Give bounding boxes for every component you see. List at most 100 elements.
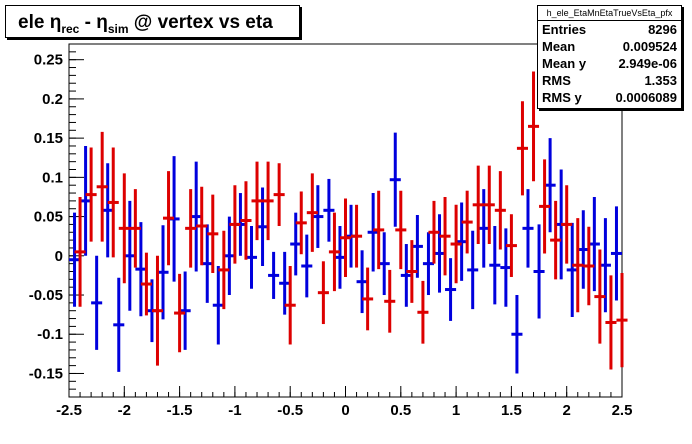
blue-data-point [312, 185, 324, 248]
x-tick-label: 1.5 [501, 402, 522, 419]
stats-label: Entries [542, 22, 587, 37]
title-mid: - η [79, 12, 108, 33]
y-tick-label: 0.15 [34, 130, 63, 147]
blue-data-point [566, 222, 578, 317]
stats-row-entries: Entries 8296 [538, 21, 681, 38]
red-data-point [107, 147, 119, 258]
blue-data-point [456, 202, 468, 281]
blue-data-point [323, 178, 335, 242]
blue-data-point [356, 250, 368, 314]
y-tick-label: 0.25 [34, 52, 63, 69]
red-data-point [417, 280, 429, 344]
red-data-point [550, 200, 562, 280]
x-tick-label: -1.5 [167, 402, 193, 419]
red-data-point [616, 273, 628, 368]
stats-label: Mean [542, 39, 576, 54]
x-tick-label: 0.5 [390, 402, 411, 419]
x-tick-label: 2 [563, 402, 571, 419]
x-tick-label: 2.5 [612, 402, 633, 419]
blue-data-point [588, 196, 600, 292]
red-data-point [163, 171, 175, 266]
blue-data-point [245, 225, 258, 289]
blue-data-point [610, 206, 622, 301]
red-data-point [306, 173, 318, 252]
blue-data-point [212, 265, 224, 345]
blue-data-point [69, 212, 81, 307]
x-tick-label: 1 [452, 402, 460, 419]
y-tick-label: -0.05 [29, 287, 63, 304]
red-data-point [439, 196, 451, 276]
blue-data-point [223, 216, 235, 296]
stats-value: 2.949e-06 [618, 56, 677, 71]
blue-data-point [522, 189, 534, 268]
blue-data-point [179, 271, 191, 350]
blue-data-point [124, 200, 136, 311]
blue-data-point [135, 222, 147, 317]
x-tick-label: 0 [341, 402, 349, 419]
red-data-point [251, 161, 263, 241]
blue-data-point [467, 230, 479, 310]
stats-label: RMS [542, 73, 571, 88]
red-data-point [605, 275, 617, 370]
blue-data-point [113, 277, 125, 372]
red-data-point [384, 269, 396, 333]
blue-data-point [80, 145, 92, 256]
red-data-point [218, 230, 230, 310]
title-post: @ vertex vs eta [128, 12, 273, 33]
blue-data-point [102, 163, 114, 258]
plot-title: ele ηrec - ηsim @ vertex vs eta [5, 5, 300, 38]
blue-data-point [445, 258, 457, 321]
red-data-point [262, 161, 274, 241]
blue-data-point [334, 225, 346, 289]
blue-data-point [599, 218, 611, 313]
red-data-point [395, 190, 407, 270]
blue-data-point [478, 189, 490, 268]
red-data-point [505, 214, 517, 277]
red-data-point [295, 191, 307, 255]
y-tick-label: 0.05 [34, 209, 63, 226]
red-data-point [85, 147, 97, 242]
error-bars [69, 71, 628, 374]
y-tick-label: -0.1 [37, 326, 63, 343]
blue-data-point [500, 228, 512, 307]
title-sub-rec: rec [61, 21, 80, 36]
stats-histogram-name: h_ele_EtaMnEtaTrueVsEta_pfx [538, 6, 681, 21]
blue-data-point [201, 224, 213, 303]
axis-ticks [68, 43, 623, 398]
red-data-point [406, 240, 418, 303]
blue-data-point [301, 234, 313, 298]
red-data-point [196, 186, 208, 266]
red-data-point [483, 165, 495, 245]
red-data-point [151, 255, 164, 366]
red-data-point [140, 252, 152, 316]
blue-data-point [389, 132, 401, 227]
red-data-point [328, 212, 340, 292]
red-data-point [229, 185, 241, 264]
title-sub-sim: sim [107, 21, 129, 36]
red-data-point [527, 71, 540, 182]
red-data-point [472, 165, 484, 245]
blue-data-point [544, 138, 556, 233]
red-data-point [185, 189, 197, 268]
red-data-point [240, 181, 252, 260]
red-data-point [362, 267, 374, 331]
blue-data-point [411, 215, 423, 278]
blue-data-point [433, 214, 446, 293]
stats-label: RMS y [542, 90, 582, 105]
blue-data-point [533, 224, 545, 319]
y-tick-label: 0.2 [42, 91, 63, 108]
y-tick-label: 0 [55, 248, 63, 265]
y-tick-label: 0.1 [42, 169, 63, 186]
title-pre: ele η [18, 12, 62, 33]
blue-data-point [268, 251, 280, 299]
tick-labels: -2.5 -2 -1.5 -1 -0.5 0 0.5 1 1.5 2 2.5 -0.15 -0.1 -0.… [29, 28, 633, 419]
red-data-point [273, 163, 285, 226]
blue-data-point [157, 225, 169, 320]
stats-row-rms-y: RMS y 0.0006089 [538, 89, 681, 106]
red-data-point [594, 249, 606, 344]
blue-data-point [577, 210, 589, 289]
blue-data-point [367, 193, 379, 272]
blue-data-point [489, 225, 501, 305]
red-data-point [583, 226, 595, 306]
